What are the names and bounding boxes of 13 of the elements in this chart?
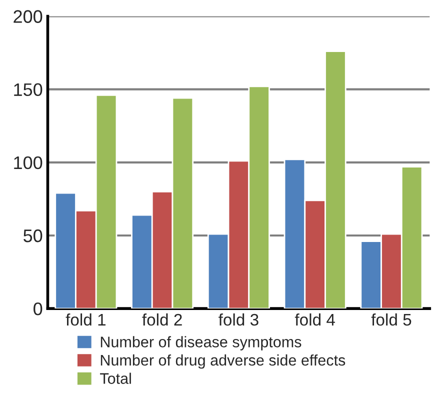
y-tick-label: 200 [14,10,42,23]
x-tick-label: fold 3 [218,313,258,326]
legend-label: Total [100,372,131,384]
x-tick-label: fold 4 [294,313,335,326]
legend-label: Number of drug adverse side effects [100,354,346,369]
y-tick-label: 100 [14,156,42,170]
legend-label: Number of disease symptoms [100,336,302,350]
y-tick-label: 0 [34,302,42,316]
y-tick-label: 150 [14,83,42,96]
x-tick-label: fold 5 [371,313,412,326]
x-tick-label: fold 1 [66,313,106,326]
x-tick-label: fold 2 [142,313,182,326]
y-tick-label: 50 [24,229,42,242]
